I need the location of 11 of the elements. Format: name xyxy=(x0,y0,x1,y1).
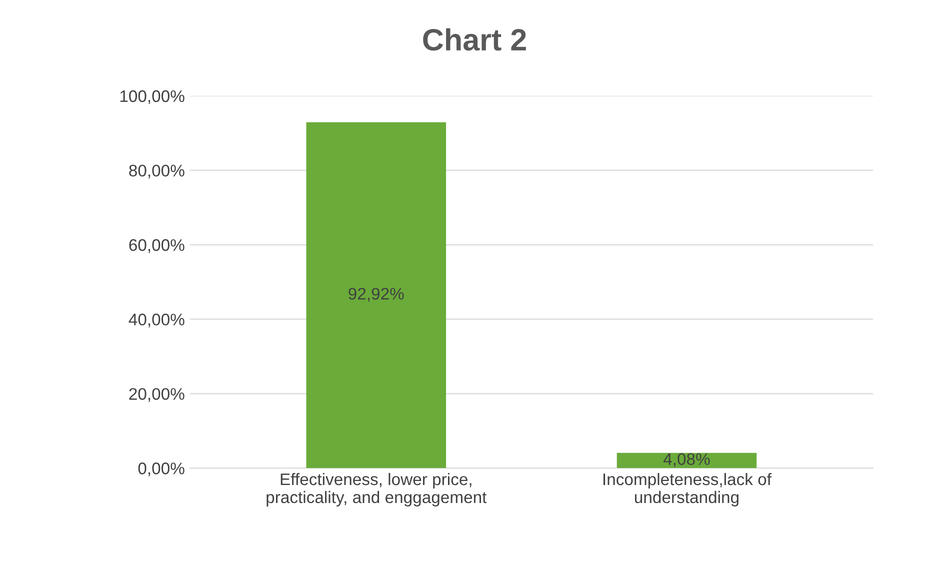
y-tick-label: 0,00% xyxy=(138,462,184,476)
data-label: 4,08% xyxy=(663,453,710,467)
y-tick-label: 100,00% xyxy=(120,90,184,104)
y-tick-label: 20,00% xyxy=(129,388,184,402)
x-tick-label: Effectiveness, lower price, practicality, and enggagement xyxy=(266,472,487,506)
y-tick-label: 80,00% xyxy=(129,164,184,178)
x-tick-label: Incompleteness,lack of understanding xyxy=(604,472,772,506)
chart-title: Chart 2 xyxy=(423,28,526,51)
y-tick-label: 60,00% xyxy=(129,239,184,253)
data-label: 92,92% xyxy=(348,288,404,302)
y-tick-label: 40,00% xyxy=(128,314,184,328)
